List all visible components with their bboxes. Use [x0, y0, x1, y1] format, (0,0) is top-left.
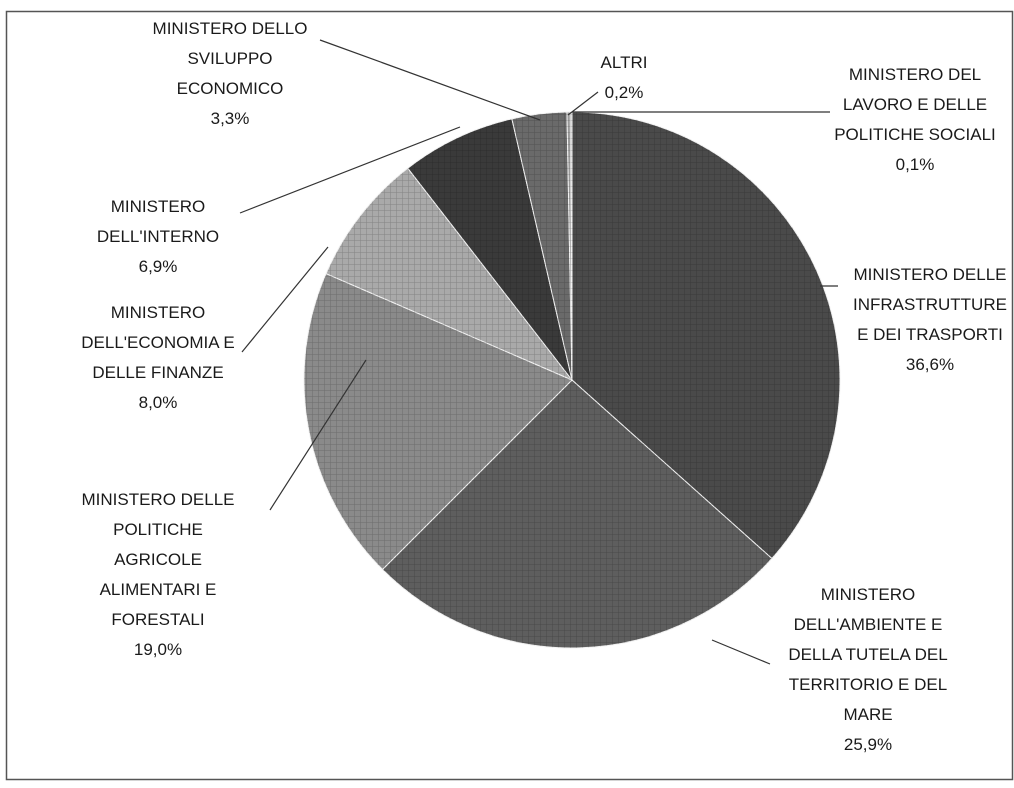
pie-texture	[304, 112, 841, 649]
slice-name-line: MINISTERO DEL	[849, 65, 981, 84]
slice-labels: MINISTERO DELLE INFRASTRUTTURE E DEI TRASP…	[81, 19, 1007, 754]
slice-name-line: SVILUPPO	[187, 49, 272, 68]
slice-label-7: ALTRI 0,2%	[601, 53, 648, 102]
slice-value-label: 36,6%	[906, 355, 954, 374]
slice-name-line: MINISTERO	[111, 303, 205, 322]
pie-slice-texture-8	[570, 112, 572, 380]
slice-value-label: 19,0%	[134, 640, 182, 659]
slice-name-line: DELL'ECONOMIA E	[81, 333, 234, 352]
slice-label-4: MINISTERO DELL'ECONOMIA E DELLE FINANZE 8,0…	[81, 303, 234, 412]
slice-label-6: MINISTERO DELLO SVILUPPO ECONOMICO 3,3%	[153, 19, 308, 128]
slice-name-line: FORESTALI	[111, 610, 204, 629]
slice-name-line: INFRASTRUTTURE	[853, 295, 1007, 314]
slice-value-label: 25,9%	[844, 735, 892, 754]
slice-value-label: 3,3%	[211, 109, 250, 128]
slice-name-line: LAVORO E DELLE	[843, 95, 987, 114]
leader-line-2	[711, 639, 771, 665]
slice-name-line: DELL'AMBIENTE E	[794, 615, 943, 634]
pie-slice-texture-2	[382, 380, 772, 649]
leader-line-7	[567, 91, 599, 116]
slice-name-line: POLITICHE	[113, 520, 203, 539]
slice-name-line: ALTRI	[601, 53, 648, 72]
slice-label-2: MINISTERO DELL'AMBIENTE E DELLA TUTELA DEL…	[788, 585, 947, 754]
slice-name-line: DELL'INTERNO	[97, 227, 219, 246]
slice-label-3: MINISTERO DELLE POLITICHE AGRICOLE ALIMENTA…	[81, 490, 234, 659]
slice-name-line: POLITICHE SOCIALI	[834, 125, 996, 144]
slice-name-line: AGRICOLE	[114, 550, 202, 569]
slice-name-line: TERRITORIO E DEL	[789, 675, 947, 694]
slice-name-line: DELLA TUTELA DEL	[788, 645, 947, 664]
slice-name-line: ECONOMICO	[177, 79, 284, 98]
slice-value-label: 0,2%	[605, 83, 644, 102]
slice-name-line: DELLE FINANZE	[92, 363, 223, 382]
slice-name-line: MINISTERO DELLE	[81, 490, 234, 509]
slice-name-line: MINISTERO	[821, 585, 915, 604]
leader-lines	[239, 39, 838, 665]
pie-slice-texture-6	[511, 112, 572, 380]
slice-label-8: MINISTERO DEL LAVORO E DELLE POLITICHE SOC…	[834, 65, 996, 174]
slice-name-line: MARE	[843, 705, 892, 724]
pie-slice-texture-1	[572, 112, 841, 559]
pie-slice-texture-7	[566, 112, 572, 381]
slice-name-line: MINISTERO DELLE	[853, 265, 1006, 284]
slice-name-line: ALIMENTARI E	[100, 580, 217, 599]
slice-label-5: MINISTERO DELL'INTERNO 6,9%	[97, 197, 219, 276]
pie-slice-texture-3	[304, 273, 572, 570]
slice-value-label: 0,1%	[896, 155, 935, 174]
leader-line-4	[241, 246, 329, 353]
slice-value-label: 6,9%	[139, 257, 178, 276]
slice-name-line: MINISTERO	[111, 197, 205, 216]
pie-slice-texture-5	[407, 118, 572, 381]
slice-label-1: MINISTERO DELLE INFRASTRUTTURE E DEI TRASP…	[853, 265, 1007, 374]
pie-slice-texture-4	[326, 168, 572, 380]
leader-line-5	[239, 126, 461, 214]
slice-name-line: MINISTERO DELLO	[153, 19, 308, 38]
slice-name-line: E DEI TRASPORTI	[857, 325, 1003, 344]
leader-line-3	[269, 359, 367, 511]
slice-value-label: 8,0%	[139, 393, 178, 412]
leader-line-6	[319, 39, 541, 121]
